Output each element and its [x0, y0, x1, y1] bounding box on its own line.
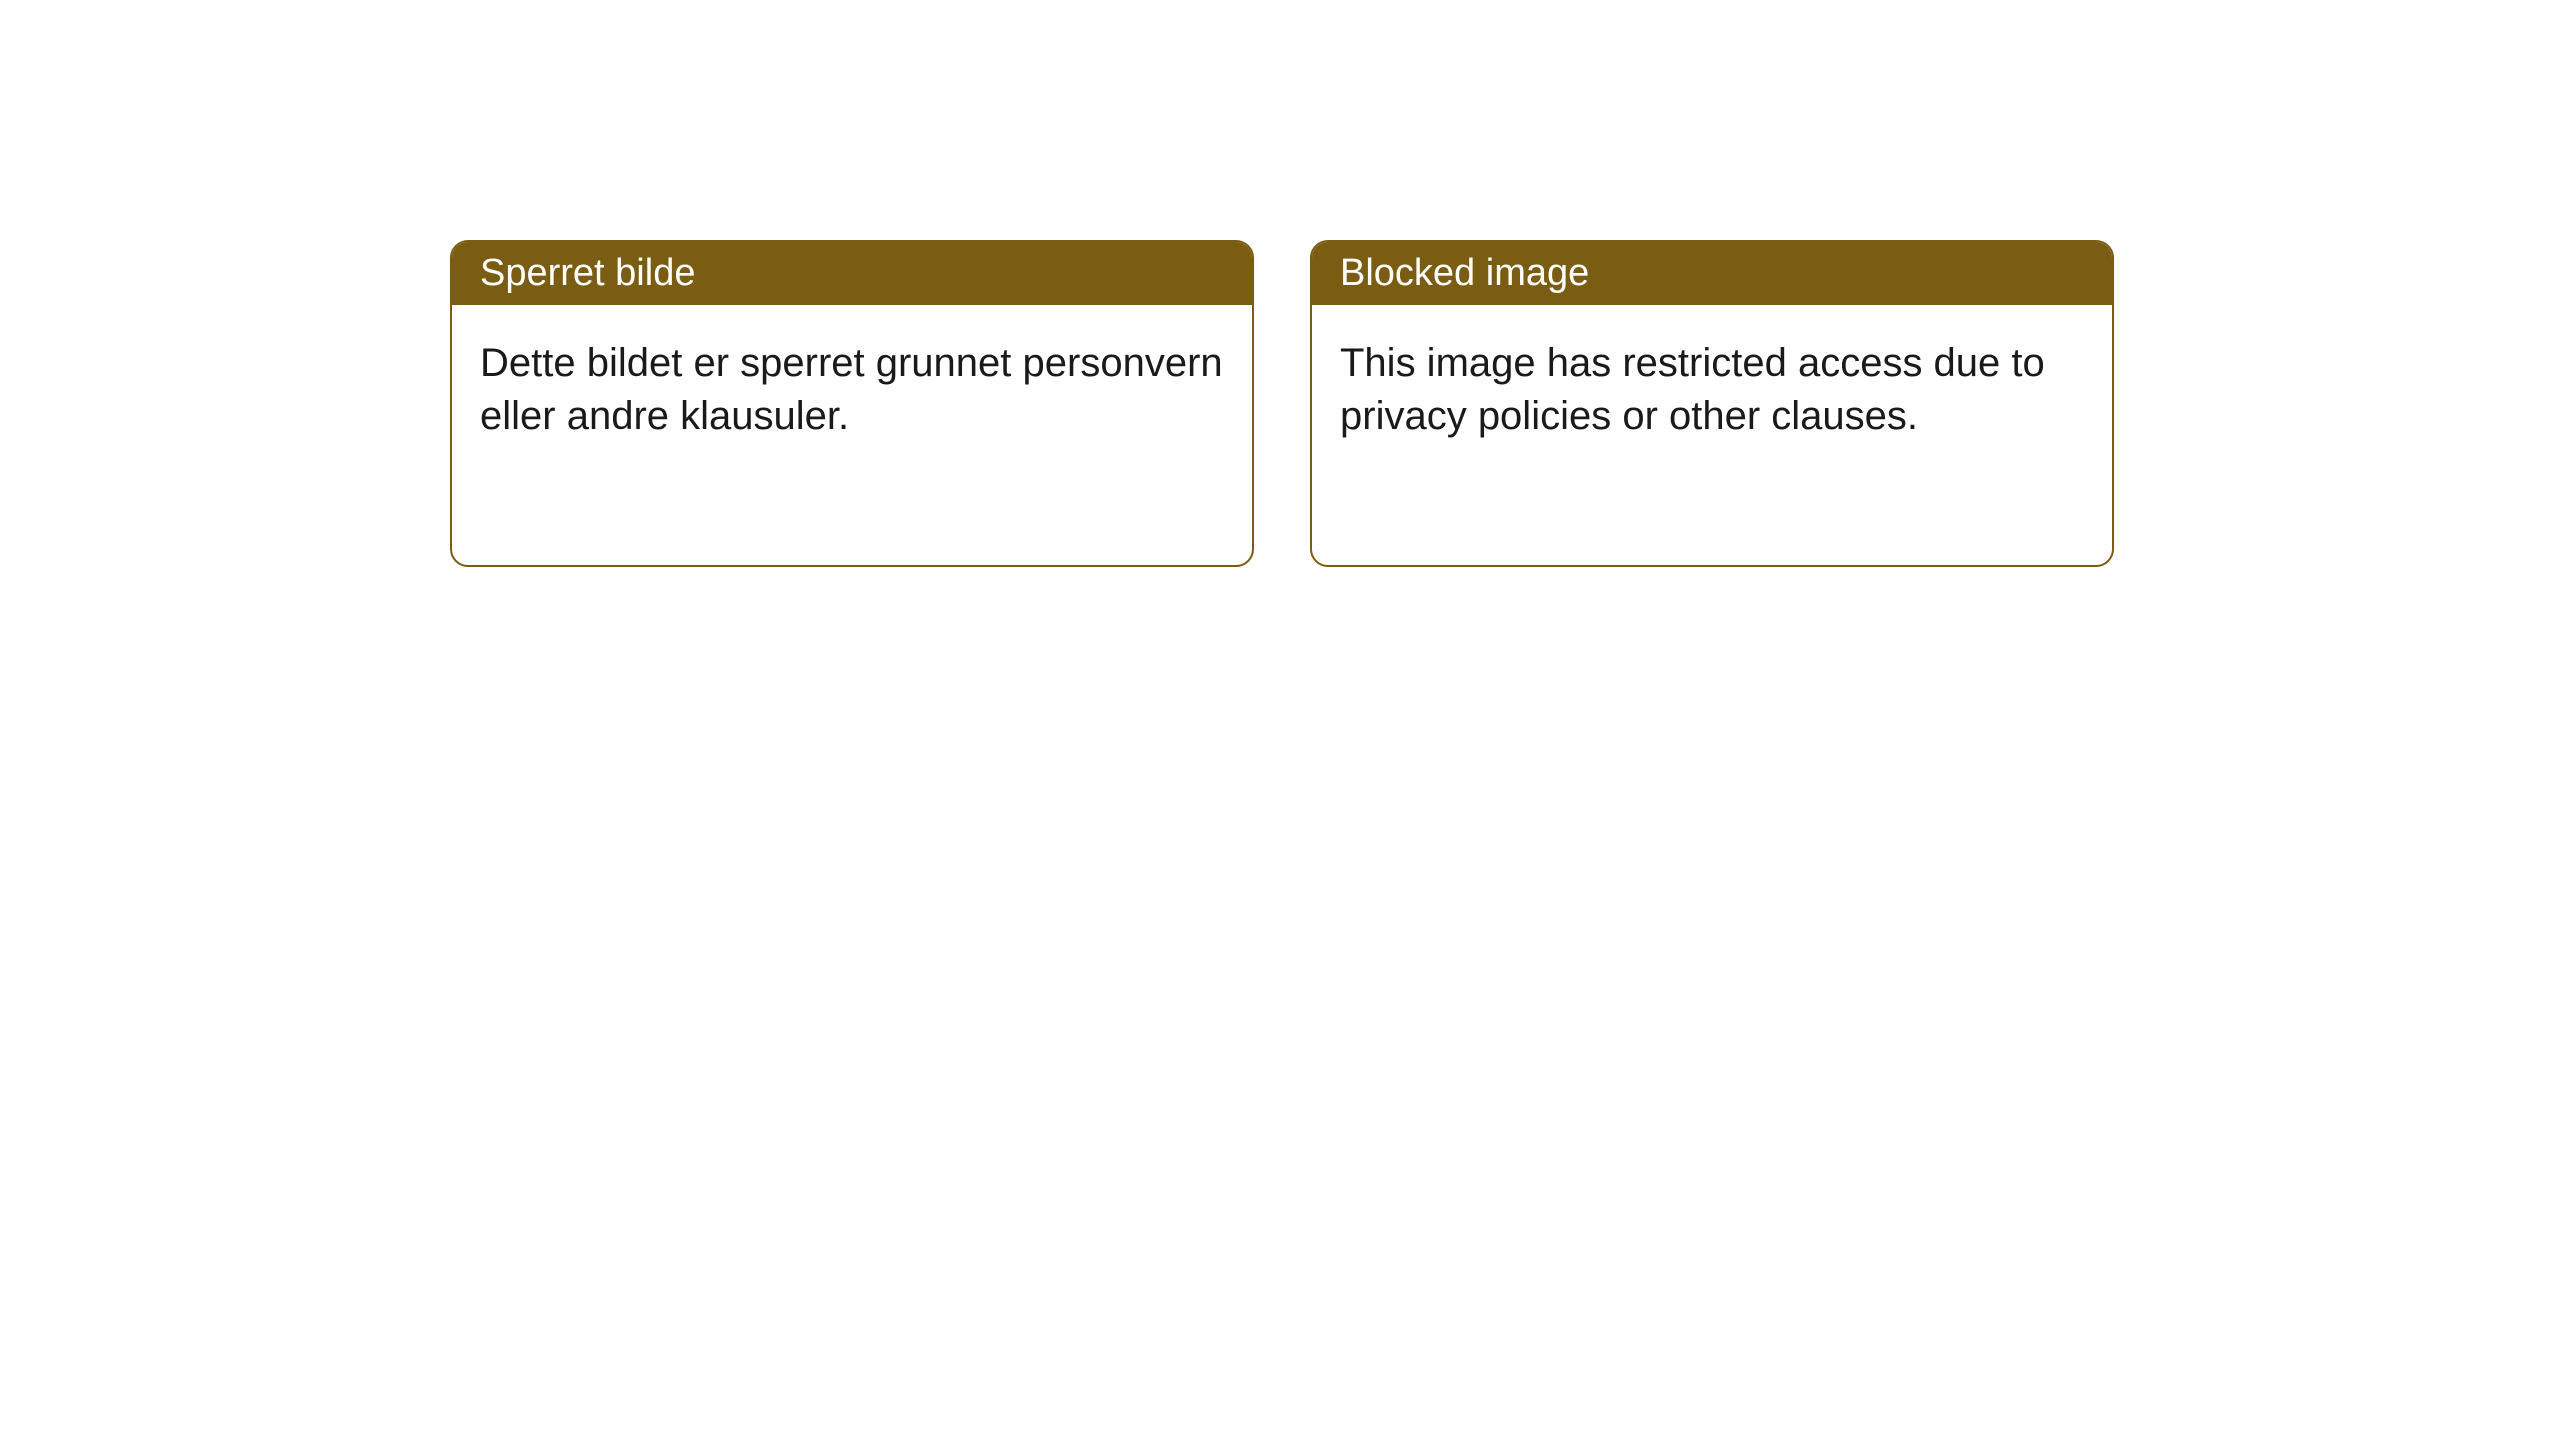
card-title: Sperret bilde: [480, 252, 695, 294]
card-header: Blocked image: [1312, 242, 2112, 305]
notice-card-norwegian: Sperret bilde Dette bildet er sperret gr…: [450, 240, 1254, 567]
card-header: Sperret bilde: [452, 242, 1252, 305]
card-body-text: This image has restricted access due to …: [1340, 341, 2045, 438]
notice-container: Sperret bilde Dette bildet er sperret gr…: [450, 240, 2114, 567]
card-body: Dette bildet er sperret grunnet personve…: [452, 305, 1252, 565]
card-body: This image has restricted access due to …: [1312, 305, 2112, 565]
notice-card-english: Blocked image This image has restricted …: [1310, 240, 2114, 567]
card-title: Blocked image: [1340, 252, 1589, 294]
card-body-text: Dette bildet er sperret grunnet personve…: [480, 341, 1223, 438]
